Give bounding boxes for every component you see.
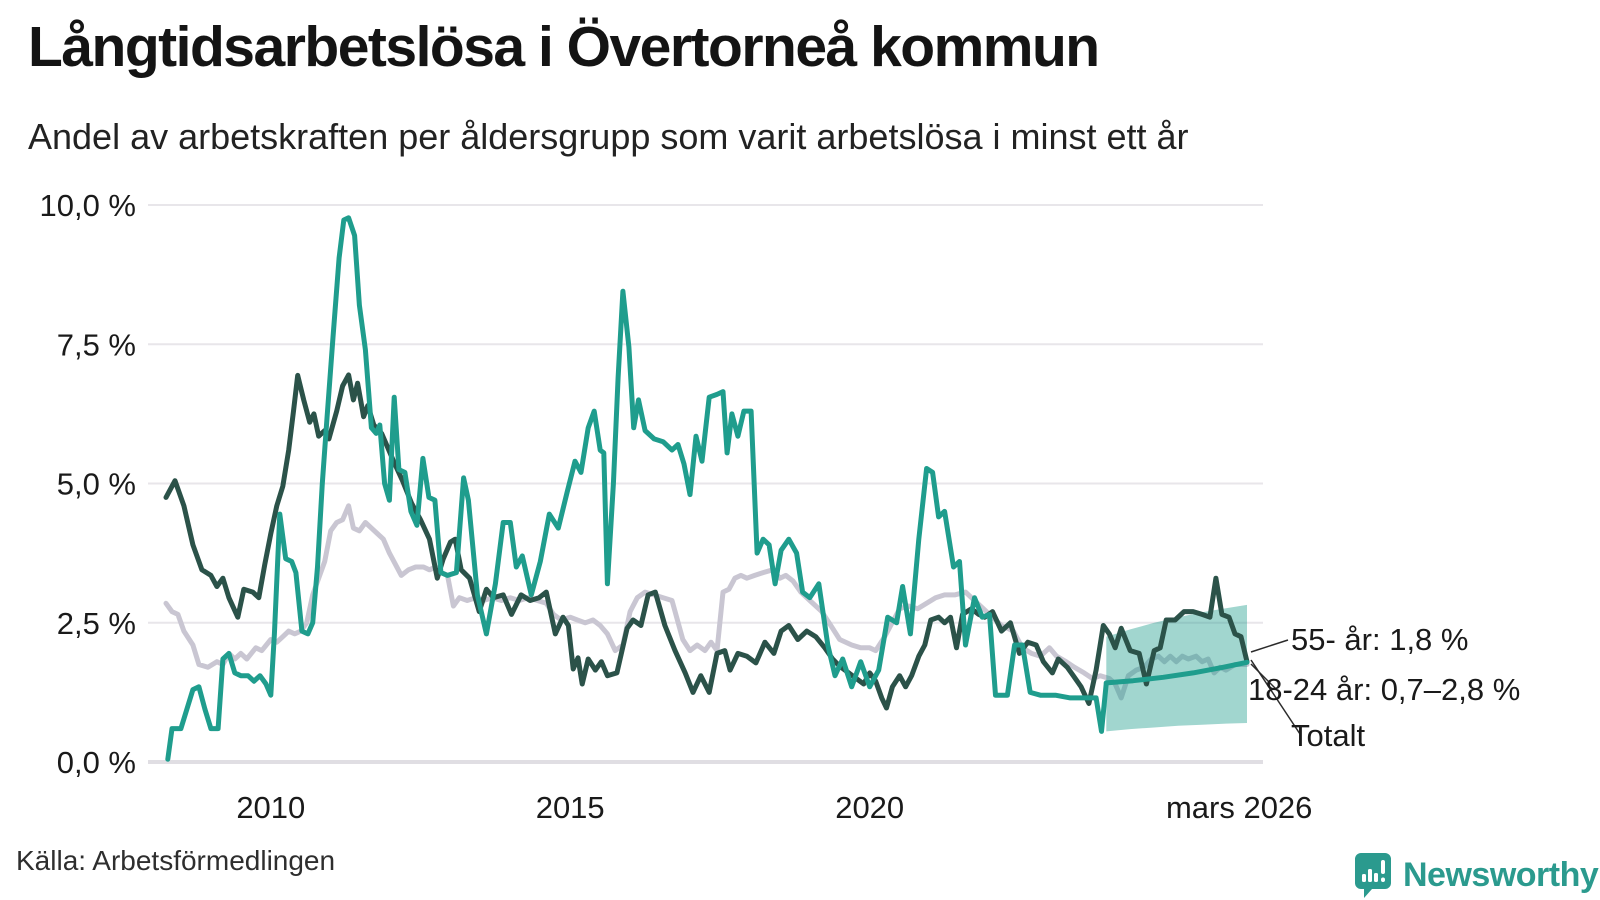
y-tick-label: 5,0 % — [57, 467, 136, 502]
series-line-18-24-forecast — [1103, 659, 1250, 686]
label-series-55plus: 55- år: 1,8 % — [1291, 622, 1469, 657]
x-tick-label: mars 2026 — [1166, 790, 1312, 825]
series-line-totalt — [163, 503, 1250, 701]
x-tick-label: 2015 — [536, 790, 605, 825]
label-series-18-24: 18-24 år: 0,7–2,8 % — [1248, 672, 1521, 707]
forecast-band-18-24 — [1106, 604, 1247, 732]
page-subtitle: Andel av arbetskraften per åldersgrupp s… — [28, 116, 1189, 157]
series-line-18-24 — [165, 215, 1109, 762]
page-title: Långtidsarbetslösa i Övertorneå kommun — [28, 15, 1100, 79]
x-tick-label: 2020 — [835, 790, 904, 825]
annotation-leader-line — [1250, 663, 1278, 691]
newsworthy-logo-icon — [1355, 853, 1391, 898]
newsworthy-wordmark: Newsworthy — [1403, 855, 1599, 894]
y-tick-label: 7,5 % — [57, 327, 136, 362]
series-line-55plus — [163, 372, 1250, 711]
x-tick-label: 2010 — [236, 790, 305, 825]
newsworthy-brand: Newsworthy — [1352, 850, 1599, 900]
source-text: Källa: Arbetsförmedlingen — [16, 845, 336, 876]
y-tick-label: 2,5 % — [57, 606, 136, 641]
y-tick-label: 0,0 % — [57, 745, 136, 780]
annotation-leader-line — [1250, 639, 1289, 653]
label-series-totalt: Totalt — [1291, 718, 1366, 753]
y-tick-label: 10,0 % — [39, 188, 136, 223]
